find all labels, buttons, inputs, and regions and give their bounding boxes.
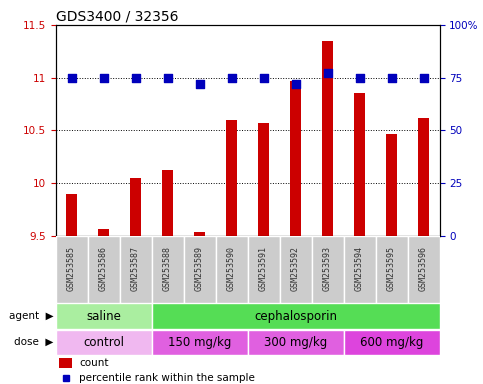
Point	[260, 74, 268, 81]
Text: GSM253595: GSM253595	[387, 245, 396, 291]
Text: GSM253593: GSM253593	[323, 245, 332, 291]
Point	[292, 81, 299, 87]
FancyBboxPatch shape	[56, 329, 152, 355]
Text: agent  ▶: agent ▶	[9, 311, 53, 321]
Bar	[59, 358, 72, 368]
Text: 600 mg/kg: 600 mg/kg	[360, 336, 423, 349]
FancyBboxPatch shape	[312, 236, 343, 303]
Text: GDS3400 / 32356: GDS3400 / 32356	[56, 10, 178, 24]
Bar	[66, 194, 77, 236]
FancyBboxPatch shape	[152, 236, 184, 303]
Text: percentile rank within the sample: percentile rank within the sample	[79, 372, 255, 383]
Bar	[130, 178, 141, 236]
Text: saline: saline	[86, 310, 121, 323]
FancyBboxPatch shape	[248, 329, 343, 355]
FancyBboxPatch shape	[120, 236, 152, 303]
FancyBboxPatch shape	[280, 236, 312, 303]
Point	[164, 74, 171, 81]
Text: GSM253594: GSM253594	[355, 245, 364, 291]
FancyBboxPatch shape	[56, 303, 152, 329]
Text: dose  ▶: dose ▶	[14, 337, 53, 347]
Point	[227, 74, 235, 81]
Point	[99, 74, 107, 81]
Point	[132, 74, 140, 81]
Bar	[418, 118, 429, 236]
FancyBboxPatch shape	[376, 236, 408, 303]
Bar	[258, 123, 269, 236]
Bar	[98, 230, 109, 236]
Text: GSM253589: GSM253589	[195, 245, 204, 291]
Point	[420, 74, 427, 81]
FancyBboxPatch shape	[408, 236, 440, 303]
Point	[196, 81, 203, 87]
FancyBboxPatch shape	[56, 236, 87, 303]
Text: GSM253586: GSM253586	[99, 245, 108, 291]
FancyBboxPatch shape	[215, 236, 248, 303]
FancyBboxPatch shape	[152, 329, 248, 355]
Bar	[386, 134, 397, 236]
Text: 150 mg/kg: 150 mg/kg	[168, 336, 231, 349]
FancyBboxPatch shape	[184, 236, 215, 303]
Bar	[226, 120, 237, 236]
Bar	[290, 81, 301, 236]
Text: GSM253596: GSM253596	[419, 245, 428, 291]
Text: GSM253588: GSM253588	[163, 245, 172, 291]
FancyBboxPatch shape	[248, 236, 280, 303]
Bar	[322, 41, 333, 236]
Text: 300 mg/kg: 300 mg/kg	[264, 336, 327, 349]
Text: control: control	[83, 336, 124, 349]
Point	[355, 74, 363, 81]
Point	[68, 74, 75, 81]
Text: GSM253585: GSM253585	[67, 245, 76, 291]
Text: cephalosporin: cephalosporin	[254, 310, 337, 323]
FancyBboxPatch shape	[343, 329, 440, 355]
Text: GSM253587: GSM253587	[131, 245, 140, 291]
Point	[324, 70, 331, 76]
Point	[388, 74, 396, 81]
Bar	[162, 170, 173, 236]
FancyBboxPatch shape	[87, 236, 120, 303]
Text: GSM253592: GSM253592	[291, 245, 300, 291]
Bar	[354, 93, 365, 236]
Bar	[194, 232, 205, 236]
FancyBboxPatch shape	[152, 303, 440, 329]
Text: GSM253590: GSM253590	[227, 245, 236, 291]
Text: count: count	[79, 358, 109, 368]
Text: GSM253591: GSM253591	[259, 245, 268, 291]
FancyBboxPatch shape	[343, 236, 376, 303]
